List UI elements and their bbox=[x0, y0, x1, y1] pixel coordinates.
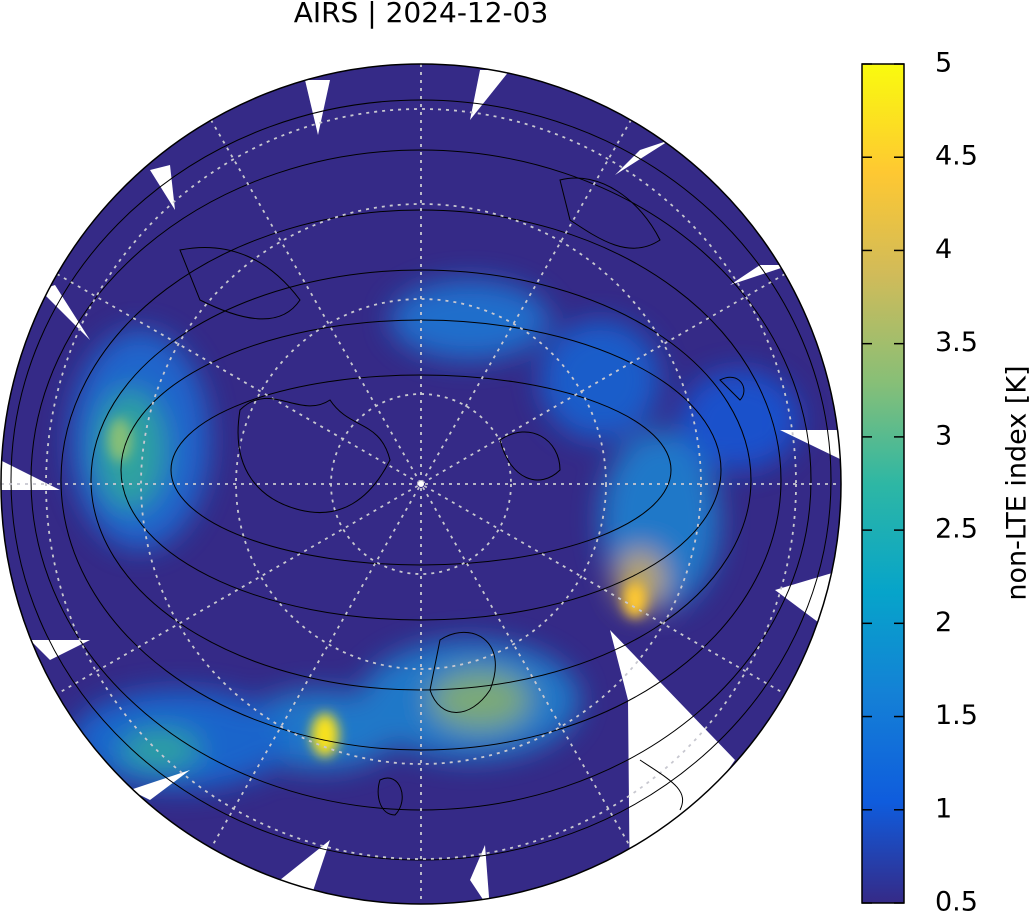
colorbar bbox=[862, 64, 904, 903]
colorbar-tick-label: 4 bbox=[935, 234, 952, 265]
colorbar-tick-label: 2 bbox=[935, 607, 952, 638]
colorbar-tick-label: 4.5 bbox=[935, 141, 978, 172]
colorbar-tick-label: 0.5 bbox=[935, 887, 978, 914]
colorbar-label: non-LTE index [K] bbox=[1002, 365, 1032, 600]
colorbar-tick-label: 3 bbox=[935, 420, 952, 451]
colorbar-tick-label: 5 bbox=[935, 48, 952, 79]
pole bbox=[418, 481, 424, 487]
colorbar-tick-label: 2.5 bbox=[935, 514, 978, 545]
colorbar-tick-label: 3.5 bbox=[935, 327, 978, 358]
colorbar-tick-label: 1 bbox=[935, 793, 952, 824]
chart-title: AIRS | 2024-12-03 bbox=[294, 0, 549, 29]
colorbar-tick-label: 1.5 bbox=[935, 700, 978, 731]
